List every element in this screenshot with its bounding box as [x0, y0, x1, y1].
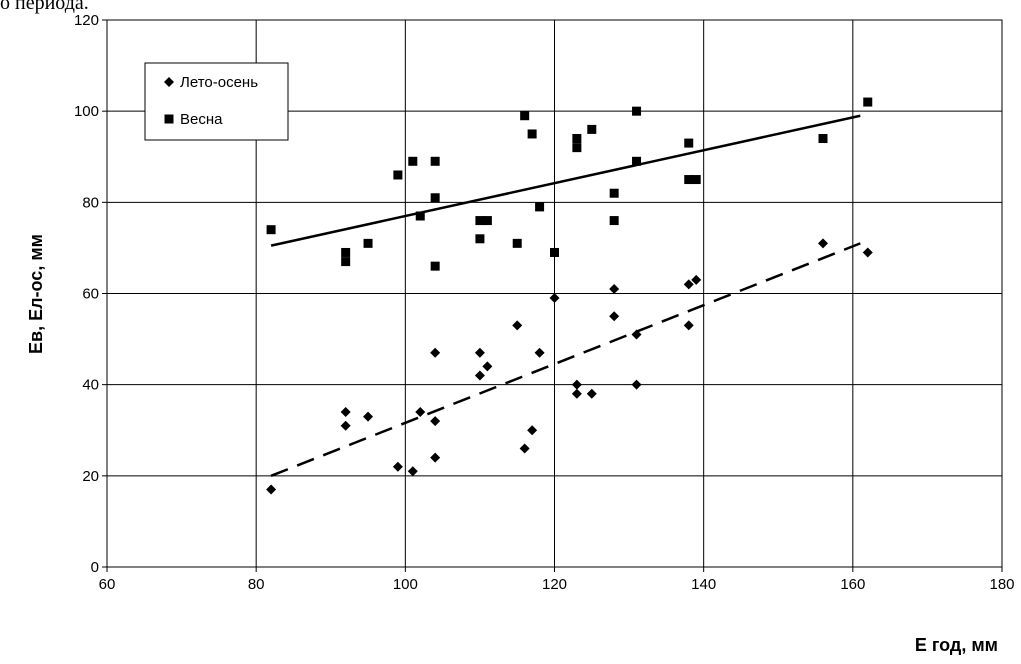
- y-tick-label: 80: [82, 194, 99, 211]
- point-spring: [408, 156, 418, 166]
- point-spring: [363, 238, 373, 248]
- point-summer-autumn: [430, 347, 441, 358]
- point-spring: [691, 175, 701, 185]
- data-points: [266, 97, 873, 495]
- point-spring: [341, 257, 351, 267]
- point-summer-autumn: [340, 407, 351, 418]
- point-spring: [512, 238, 522, 248]
- point-spring: [587, 124, 597, 134]
- point-spring: [684, 138, 694, 148]
- point-summer-autumn: [609, 283, 620, 294]
- point-spring: [430, 156, 440, 166]
- point-summer-autumn: [862, 247, 873, 258]
- x-tick-label: 140: [691, 576, 716, 593]
- point-spring: [632, 106, 642, 116]
- point-spring: [572, 134, 582, 144]
- point-summer-autumn: [527, 425, 538, 436]
- x-tick-label: 180: [989, 576, 1014, 593]
- point-spring: [393, 170, 403, 180]
- legend-box: [144, 62, 289, 141]
- point-summer-autumn: [631, 329, 642, 340]
- y-tick-label: 120: [74, 12, 99, 29]
- point-summer-autumn: [482, 361, 493, 372]
- point-summer-autumn: [266, 484, 277, 495]
- point-spring: [863, 97, 873, 107]
- point-summer-autumn: [683, 279, 694, 290]
- point-summer-autumn: [549, 293, 560, 304]
- point-summer-autumn: [631, 379, 642, 390]
- tick-labels: 60 80 100 120 140 160 180 0 20 40 60 80 100 120: [74, 12, 1015, 593]
- y-tick-label: 40: [82, 377, 99, 394]
- point-spring: [341, 247, 351, 257]
- point-spring: [535, 202, 545, 212]
- point-spring: [415, 211, 425, 221]
- point-spring: [572, 143, 582, 153]
- x-tick-label: 120: [542, 576, 567, 593]
- point-summer-autumn: [474, 370, 485, 381]
- point-summer-autumn: [818, 238, 828, 249]
- point-summer-autumn: [571, 388, 582, 399]
- legend-marker-summer-autumn: [164, 77, 174, 87]
- point-summer-autumn: [340, 420, 351, 431]
- point-spring: [266, 225, 276, 235]
- x-tick-label: 60: [99, 576, 116, 593]
- y-tick-label: 0: [91, 559, 99, 576]
- point-summer-autumn: [519, 443, 530, 454]
- point-spring: [818, 134, 828, 144]
- point-spring: [430, 261, 440, 271]
- point-summer-autumn: [392, 461, 403, 472]
- point-summer-autumn: [363, 411, 374, 422]
- point-spring: [550, 247, 559, 257]
- point-summer-autumn: [512, 320, 523, 331]
- x-tick-label: 100: [393, 576, 418, 593]
- y-tick-label: 100: [74, 103, 99, 120]
- point-spring: [520, 111, 530, 121]
- trendline-spring: [270, 114, 861, 247]
- point-summer-autumn: [586, 388, 597, 399]
- point-summer-autumn: [415, 407, 426, 418]
- point-spring: [632, 156, 642, 166]
- legend-label-summer-autumn: Лето-осень: [180, 74, 258, 91]
- x-tick-label: 160: [840, 576, 865, 593]
- x-tick-label: 80: [248, 576, 265, 593]
- trendline-summer-autumn: [270, 242, 861, 477]
- point-summer-autumn: [683, 320, 694, 331]
- y-axis-title: Ев, Ел-ос, мм: [26, 234, 46, 354]
- point-summer-autumn: [474, 347, 485, 358]
- point-summer-autumn: [609, 311, 620, 322]
- y-tick-label: 60: [82, 286, 99, 303]
- trendlines: [270, 114, 861, 477]
- legend: Лето-осень Весна: [144, 62, 289, 141]
- y-tick-label: 20: [82, 468, 99, 485]
- point-spring: [609, 188, 619, 198]
- point-spring: [609, 216, 619, 226]
- point-spring: [482, 216, 492, 226]
- point-summer-autumn: [430, 416, 441, 427]
- point-spring: [475, 216, 485, 226]
- point-summer-autumn: [430, 452, 441, 463]
- point-summer-autumn: [407, 466, 418, 477]
- legend-marker-spring: [164, 114, 174, 124]
- legend-label-spring: Весна: [180, 111, 223, 128]
- x-axis-title: Е год, мм: [915, 635, 998, 655]
- caption-fragment: о периода.: [0, 0, 89, 14]
- point-spring: [527, 129, 537, 139]
- point-summer-autumn: [571, 379, 582, 390]
- legend-markers: [164, 77, 174, 124]
- point-spring: [430, 193, 440, 203]
- point-spring: [684, 175, 694, 185]
- grid: [102, 19, 1003, 572]
- point-spring: [475, 234, 485, 244]
- point-summer-autumn: [691, 274, 702, 285]
- point-summer-autumn: [534, 347, 545, 358]
